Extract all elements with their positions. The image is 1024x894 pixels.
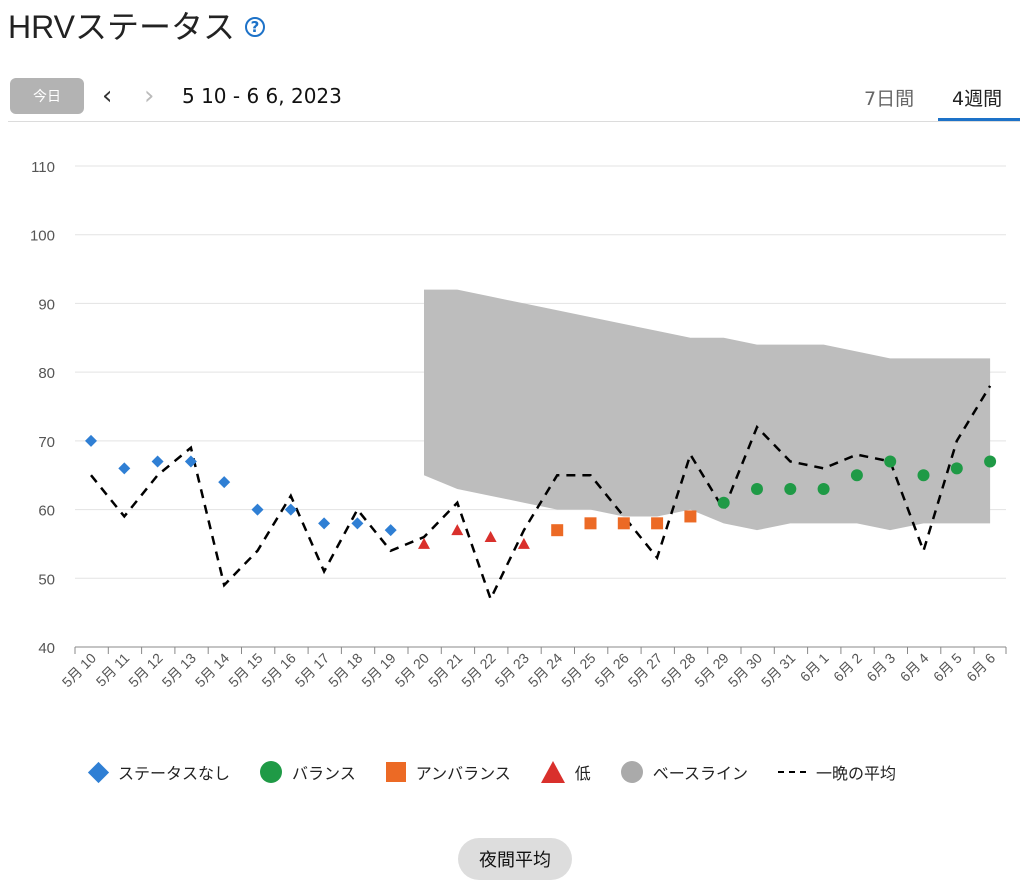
y-tick-label: 70 <box>38 434 55 451</box>
date-range: 5 10 - 6 6, 2023 <box>182 84 342 108</box>
x-tick-label: 5月 30 <box>725 650 766 691</box>
x-tick-label: 5月 29 <box>691 650 732 691</box>
status-point-unbalanced <box>584 517 597 530</box>
x-tick-label: 6月 5 <box>930 650 965 685</box>
status-point-balanced <box>917 469 930 482</box>
y-tick-label: 80 <box>38 365 55 382</box>
status-point-low <box>418 537 430 549</box>
nightly-average-line <box>90 385 992 603</box>
status-point-no-status <box>85 434 97 447</box>
x-tick-label: 6月 4 <box>897 650 932 685</box>
x-tick-label: 5月 21 <box>425 650 466 691</box>
status-point-no-status <box>384 524 397 537</box>
x-tick-label: 5月 18 <box>325 650 366 691</box>
status-point-balanced <box>950 462 963 475</box>
diamond-icon <box>87 761 110 783</box>
tab-4-weeks[interactable]: 4週間 <box>952 88 1003 110</box>
status-point-no-status <box>318 517 331 530</box>
status-point-no-status <box>351 517 364 530</box>
y-tick-label: 90 <box>38 296 55 313</box>
status-point-unbalanced <box>651 517 664 530</box>
x-tick-label: 6月 2 <box>830 650 865 685</box>
x-tick-label: 5月 28 <box>658 650 699 691</box>
legend-baseline[interactable]: ベースライン <box>620 760 748 784</box>
square-icon <box>385 762 406 782</box>
toolbar-divider <box>8 121 1020 122</box>
dashed-line-icon <box>777 771 806 773</box>
status-point-balanced <box>984 455 997 468</box>
x-tick-label: 5月 19 <box>358 650 399 691</box>
status-point-no-status <box>251 503 264 516</box>
status-point-balanced <box>817 482 830 495</box>
nightly-average-button[interactable]: 夜間平均 <box>458 838 572 880</box>
legend-low[interactable]: 低 <box>540 760 591 784</box>
active-tab-indicator <box>938 118 1020 121</box>
circle-icon <box>260 761 283 783</box>
x-tick-label: 5月 22 <box>458 650 499 691</box>
legend: ステータスなし バランス アンバランス 低 ベースライン 一晩の平均 <box>87 760 926 784</box>
x-tick-label: 6月 1 <box>797 650 832 685</box>
status-point-no-status <box>284 503 297 516</box>
toolbar: 今日 ‹ › 5 10 - 6 6, 2023 7日間 4週間 <box>0 78 1020 122</box>
y-tick-label: 50 <box>38 571 55 588</box>
chevron-left-icon[interactable]: ‹ <box>102 81 113 111</box>
x-tick-label: 5月 15 <box>225 650 266 691</box>
x-tick-label: 5月 23 <box>492 650 533 691</box>
y-tick-label: 60 <box>38 503 55 520</box>
x-tick-label: 5月 16 <box>258 650 299 691</box>
status-point-balanced <box>884 455 897 468</box>
page-title: HRVステータス ? <box>8 2 265 48</box>
y-tick-label: 100 <box>30 228 55 245</box>
status-point-low <box>484 531 497 543</box>
y-tick-label: 40 <box>38 640 55 657</box>
x-tick-label: 5月 17 <box>292 650 333 691</box>
question-circle-icon[interactable]: ? <box>245 17 265 37</box>
status-point-no-status <box>184 455 197 468</box>
x-tick-label: 5月 10 <box>59 650 100 691</box>
page-title-text: HRVステータス <box>8 9 235 45</box>
status-point-unbalanced <box>551 524 564 537</box>
x-tick-label: 6月 6 <box>963 650 998 685</box>
x-tick-label: 6月 3 <box>863 650 898 685</box>
x-tick-label: 5月 27 <box>625 650 666 691</box>
x-tick-label: 5月 14 <box>192 650 233 691</box>
baseline-band <box>424 289 991 531</box>
status-point-no-status <box>218 476 231 489</box>
status-point-no-status <box>118 462 131 475</box>
x-tick-label: 5月 24 <box>525 650 566 691</box>
x-tick-label: 5月 12 <box>125 650 166 691</box>
status-point-unbalanced <box>617 517 630 530</box>
status-point-balanced <box>850 469 863 482</box>
status-point-balanced <box>717 496 730 509</box>
status-point-balanced <box>784 482 797 495</box>
x-tick-label: 5月 31 <box>758 650 799 691</box>
legend-nightly-average[interactable]: 一晩の平均 <box>777 760 896 784</box>
x-tick-label: 5月 26 <box>591 650 632 691</box>
legend-no-status[interactable]: ステータスなし <box>87 760 230 784</box>
chevron-right-icon[interactable]: › <box>144 81 155 111</box>
legend-balanced[interactable]: バランス <box>260 760 356 784</box>
x-tick-label: 5月 11 <box>93 650 133 690</box>
status-point-unbalanced <box>684 510 697 523</box>
triangle-icon <box>540 761 565 783</box>
status-point-low <box>517 537 530 549</box>
x-tick-label: 5月 20 <box>392 650 433 691</box>
x-tick-label: 5月 13 <box>159 650 200 691</box>
status-point-low <box>451 524 464 536</box>
today-button[interactable]: 今日 <box>10 78 84 114</box>
x-tick-label: 5月 25 <box>558 650 599 691</box>
gray-circle-icon <box>620 761 643 783</box>
status-point-no-status <box>151 455 164 468</box>
y-tick-label: 110 <box>31 159 55 176</box>
legend-unbalanced[interactable]: アンバランス <box>385 760 511 784</box>
tab-7-days[interactable]: 7日間 <box>864 88 915 110</box>
status-point-balanced <box>751 482 763 495</box>
